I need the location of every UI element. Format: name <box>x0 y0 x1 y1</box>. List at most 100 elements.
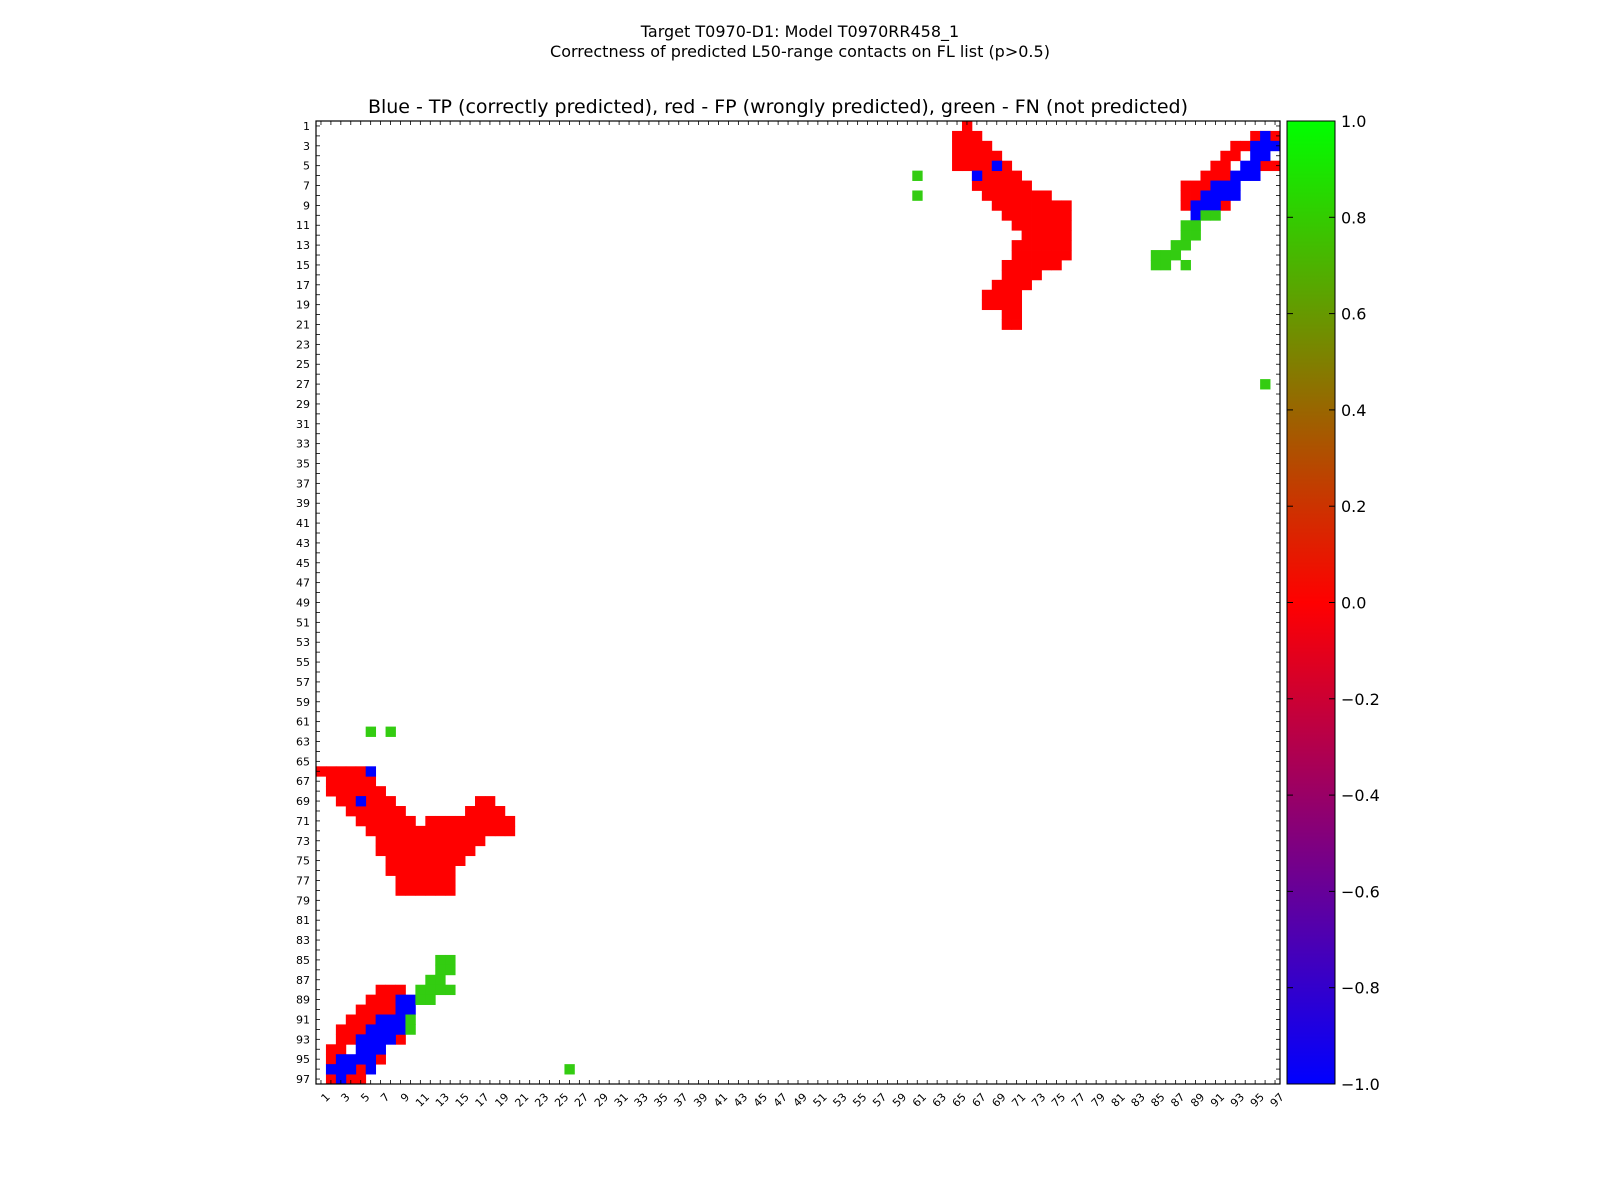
cell-fp <box>455 835 466 847</box>
cell-fp <box>385 994 396 1005</box>
y-tick-label: 41 <box>296 517 310 530</box>
cell-tp <box>375 1044 386 1055</box>
cell-fp <box>335 1024 347 1035</box>
cell-tp <box>375 1024 386 1035</box>
cell-fp <box>435 835 446 847</box>
cell-fp <box>981 299 993 311</box>
cell-fp <box>435 885 446 896</box>
cell-fn <box>1180 230 1191 241</box>
x-tick-label: 25 <box>552 1091 571 1110</box>
cell-fp <box>1061 230 1072 241</box>
cell-fp <box>355 766 367 777</box>
cell-fp <box>1001 210 1013 221</box>
cell-tp <box>1240 160 1251 172</box>
cell-fp <box>425 835 436 847</box>
cell-fp <box>1051 240 1062 251</box>
cell-fn <box>425 994 436 1005</box>
cell-fp <box>1061 250 1072 261</box>
cell-fp <box>1200 180 1211 191</box>
cell-fp <box>385 865 396 876</box>
y-tick-label: 23 <box>296 338 310 351</box>
y-tick-label: 85 <box>296 954 310 967</box>
cell-fp <box>1031 250 1042 261</box>
cell-fn <box>425 984 436 996</box>
cell-tp <box>1270 140 1281 152</box>
cell-tp <box>1220 190 1231 201</box>
cell-fp <box>1220 200 1231 211</box>
cell-fp <box>405 815 416 827</box>
cell-fp <box>415 825 426 837</box>
cell-tp <box>1210 190 1221 201</box>
cell-fp <box>345 1024 357 1035</box>
cell-fn <box>445 954 456 966</box>
cell-fp <box>952 140 963 152</box>
y-tick-label: 49 <box>296 597 310 610</box>
cell-fp <box>365 796 377 807</box>
cell-fp <box>425 855 436 866</box>
cell-fp <box>1021 259 1032 271</box>
cell-tp <box>1260 130 1271 142</box>
cell-fp <box>1011 200 1023 211</box>
cell-fp <box>425 825 436 837</box>
cell-fp <box>1011 319 1023 330</box>
cell-fp <box>1061 240 1072 251</box>
y-tick-label: 9 <box>303 199 310 212</box>
cell-tp <box>365 1064 377 1075</box>
cell-fp <box>345 1014 357 1025</box>
cell-fp <box>415 855 426 866</box>
cell-tp <box>355 1054 367 1065</box>
cell-fp <box>445 865 456 876</box>
cell-fp <box>1001 289 1013 301</box>
cell-fp <box>475 825 486 837</box>
x-tick-label: 57 <box>870 1091 889 1110</box>
cell-tp <box>1230 180 1241 191</box>
cell-fp <box>1180 180 1191 191</box>
cell-fp <box>405 835 416 847</box>
y-tick-label: 17 <box>296 279 310 292</box>
cell-fp <box>991 289 1003 301</box>
cell-fp <box>385 806 396 817</box>
x-tick-label: 71 <box>1009 1091 1028 1110</box>
cell-fp <box>345 776 357 787</box>
cell-fn <box>435 984 446 996</box>
y-tick-label: 79 <box>296 894 310 907</box>
cell-fp <box>1210 170 1221 181</box>
y-tick-label: 35 <box>296 458 310 471</box>
y-tick-label: 43 <box>296 537 310 550</box>
cell-tp <box>355 1044 367 1055</box>
cell-fp <box>375 825 386 837</box>
cell-fp <box>1031 200 1042 211</box>
x-tick-label: 59 <box>890 1091 909 1110</box>
cell-tp <box>385 1024 396 1035</box>
x-tick-label: 37 <box>671 1091 690 1110</box>
cell-fp <box>385 845 396 857</box>
x-tick-label: 29 <box>592 1091 611 1110</box>
cell-fp <box>1230 150 1241 162</box>
cell-fp <box>475 835 486 847</box>
x-tick-label: 65 <box>950 1091 969 1110</box>
cell-fp <box>316 766 327 777</box>
cell-fp <box>405 845 416 857</box>
y-tick-label: 37 <box>296 477 310 490</box>
cell-fp <box>961 121 973 132</box>
cell-fp <box>1061 210 1072 221</box>
cell-fp <box>1041 259 1052 271</box>
x-tick-label: 31 <box>612 1091 631 1110</box>
x-tick-label: 7 <box>378 1091 392 1105</box>
y-tick-label: 91 <box>296 1013 310 1026</box>
cell-tp <box>1250 170 1261 181</box>
cell-fp <box>415 865 426 876</box>
cell-fp <box>1220 170 1231 181</box>
cell-tp <box>365 1044 377 1055</box>
cell-fp <box>345 766 357 777</box>
cell-fp <box>1011 259 1023 271</box>
cell-fp <box>991 190 1003 201</box>
cell-fp <box>1021 190 1032 201</box>
y-tick-label: 55 <box>296 656 310 669</box>
cell-fp <box>981 289 993 301</box>
y-tick-label: 71 <box>296 815 310 828</box>
cell-fp <box>971 140 983 152</box>
x-tick-label: 43 <box>731 1091 750 1110</box>
cell-fn <box>435 974 446 986</box>
